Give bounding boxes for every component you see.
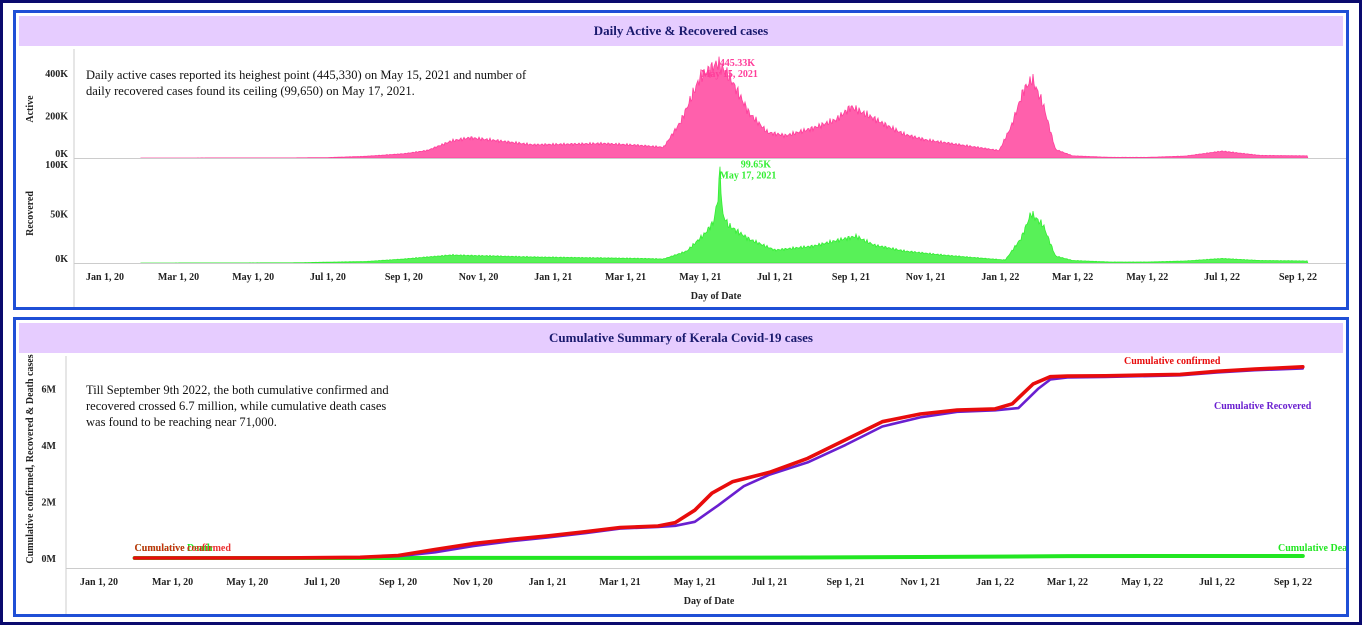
cum-x-tick: Jan 1, 22 [976, 577, 1014, 588]
cum-ytick: 4M [42, 441, 57, 452]
daily-x-tick: May 1, 20 [232, 272, 274, 283]
active-area [140, 56, 1309, 159]
daily-x-tick: Jan 1, 21 [534, 272, 572, 283]
cum-x-tick: Jan 1, 20 [80, 577, 118, 588]
confirmed-end-label: Cumulative confirmed [1124, 356, 1221, 367]
recovered-peak-date: May 17, 2021 [719, 170, 776, 181]
recovered-ytick: 0K [55, 254, 68, 265]
cum-x-tick: Jul 1, 22 [1199, 577, 1235, 588]
cum-x-tick: May 1, 22 [1121, 577, 1163, 588]
daily-x-tick: Nov 1, 20 [459, 272, 499, 283]
recovered-ylabel: Recovered [25, 191, 36, 236]
daily-cases-annotation: Daily active cases reported its heighest… [86, 68, 527, 98]
cum-x-tick: May 1, 20 [226, 577, 268, 588]
cum-x-tick: Jul 1, 20 [304, 577, 340, 588]
cumulative-chart: 0M 2M 4M 6M Cumulative confirmed, Recovered … [25, 354, 1346, 614]
daily-x-tick: Jan 1, 22 [981, 272, 1019, 283]
cumulative-panel: Cumulative Summary of Kerala Covid-19 ca… [13, 317, 1349, 617]
cum-x-tick: Nov 1, 21 [900, 577, 940, 588]
active-ytick: 200K [45, 111, 68, 122]
daily-cases-panel: Daily Active & Recovered cases 445.33K Ma… [13, 10, 1349, 310]
cum-x-tick: Mar 1, 22 [1047, 577, 1088, 588]
cum-x-label: Day of Date [684, 596, 735, 607]
cum-x-tick: Sep 1, 20 [379, 577, 417, 588]
daily-x-tick: Jul 1, 22 [1204, 272, 1240, 283]
daily-cases-title: Daily Active & Recovered cases [19, 16, 1343, 46]
series-0-line [132, 364, 1305, 560]
active-ytick: 400K [45, 69, 68, 80]
active-ylabel: Active [25, 95, 36, 123]
daily-x-label: Day of Date [691, 291, 742, 302]
daily-x-tick: Mar 1, 20 [158, 272, 199, 283]
daily-x-tick: May 1, 21 [679, 272, 721, 283]
cum-x-tick: Jan 1, 21 [529, 577, 567, 588]
daily-x-tick: May 1, 22 [1126, 272, 1168, 283]
active-peak-date: May 15, 2021 [701, 69, 758, 80]
daily-x-tick: Jul 1, 20 [310, 272, 346, 283]
daily-x-tick: Sep 1, 21 [832, 272, 870, 283]
cum-ytick: 2M [42, 497, 57, 508]
cumulative-title: Cumulative Summary of Kerala Covid-19 ca… [19, 323, 1343, 353]
cum-x-tick: Sep 1, 21 [827, 577, 865, 588]
cum-ytick: 6M [42, 384, 57, 395]
cum-x-tick: Sep 1, 22 [1274, 577, 1312, 588]
cum-x-tick: Mar 1, 20 [152, 577, 193, 588]
daily-x-tick: Mar 1, 22 [1052, 272, 1093, 283]
confirmed-start-label: Cumulative confirmed [135, 543, 232, 554]
recovered-area [140, 166, 1309, 264]
cumulative-annotation: Till September 9th 2022, the both cumula… [86, 383, 389, 429]
active-peak-value: 445.33K [720, 58, 756, 69]
daily-x-tick: Mar 1, 21 [605, 272, 646, 283]
cum-x-tick: Nov 1, 20 [453, 577, 493, 588]
daily-x-tick: Sep 1, 20 [385, 272, 423, 283]
recovered-ytick: 50K [50, 210, 68, 221]
daily-x-tick: Sep 1, 22 [1279, 272, 1317, 283]
daily-x-tick: Jul 1, 21 [757, 272, 793, 283]
cum-ytick: 0M [42, 554, 57, 565]
daily-x-tick: Nov 1, 21 [906, 272, 946, 283]
recovered-end-label: Cumulative Recovered [1214, 401, 1312, 412]
cum-x-tick: Mar 1, 21 [599, 577, 640, 588]
cum-x-tick: Jul 1, 21 [752, 577, 788, 588]
death-start-label: Cumulative Death [135, 543, 213, 554]
recovered-peak-value: 99.65K [741, 159, 772, 170]
active-ytick: 0K [55, 149, 68, 160]
cum-ylabel: Cumulative confirmed, Recovered & Death … [25, 354, 36, 563]
recovered-ytick: 100K [45, 160, 68, 171]
daily-x-tick: Jan 1, 20 [86, 272, 124, 283]
cum-x-tick: May 1, 21 [674, 577, 716, 588]
death-end-label: Cumulative Death [1278, 543, 1346, 554]
